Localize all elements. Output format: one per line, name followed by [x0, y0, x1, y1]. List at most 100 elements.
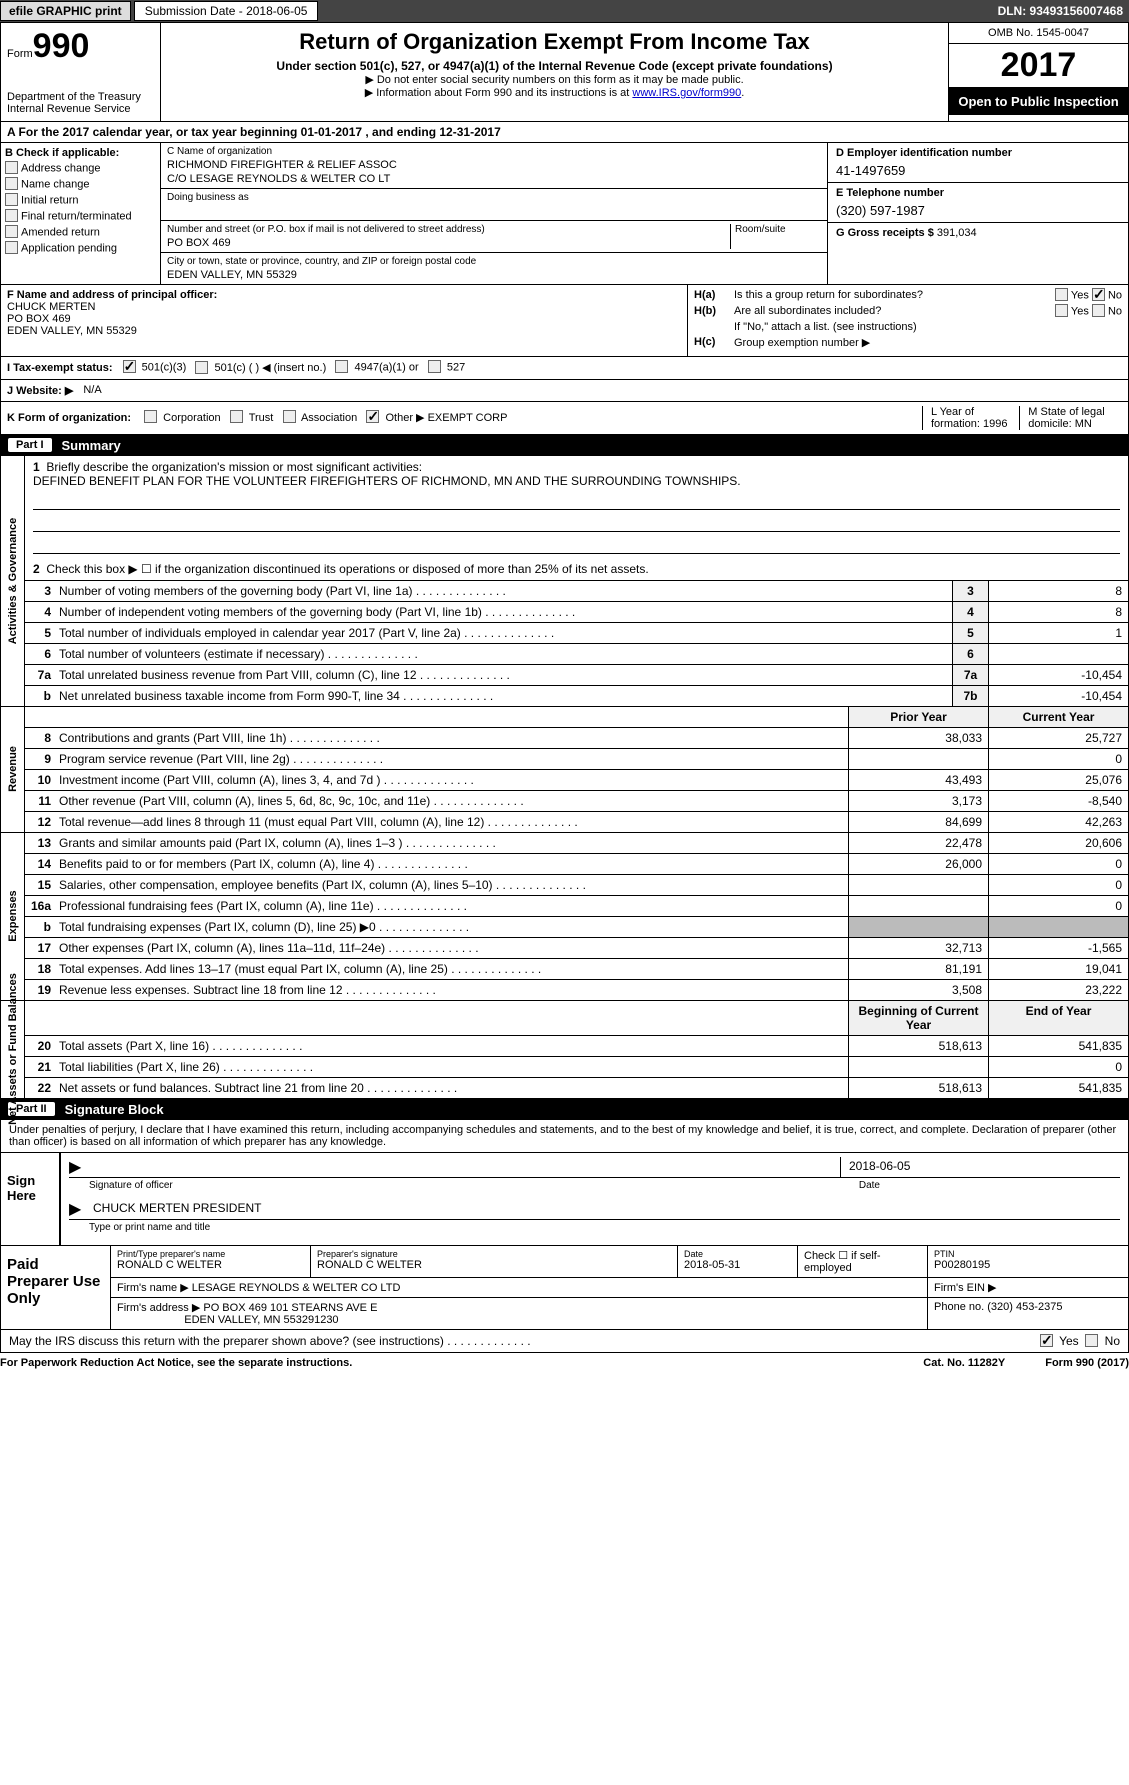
form-number: 990 [33, 27, 90, 65]
firm-ein-label: Firm's EIN ▶ [928, 1278, 1128, 1297]
col-prior-year: Prior Year [848, 707, 988, 727]
q1-label: Briefly describe the organization's miss… [46, 460, 422, 474]
website: N/A [83, 384, 101, 396]
tab-ag: Activities & Governance [7, 517, 19, 644]
col-current-year: Current Year [988, 707, 1128, 727]
tab-exp: Expenses [7, 890, 19, 941]
irs-discuss-text: May the IRS discuss this return with the… [9, 1334, 444, 1348]
type-name-label: Type or print name and title [89, 1222, 1120, 1233]
ssn-note: ▶ Do not enter social security numbers o… [167, 73, 942, 86]
col-c-org: C Name of organization RICHMOND FIREFIGH… [161, 143, 828, 284]
info-link-line: ▶ Information about Form 990 and its ins… [167, 86, 942, 99]
chk-address[interactable]: Address change [5, 162, 156, 175]
chk-501c3[interactable]: 501(c)(3) [123, 361, 187, 374]
table-row: 9Program service revenue (Part VIII, lin… [25, 749, 1128, 770]
city-label: City or town, state or province, country… [167, 256, 821, 267]
org-name-label: C Name of organization [167, 146, 821, 157]
table-row: 3Number of voting members of the governi… [25, 581, 1128, 602]
row-i-tax-status: I Tax-exempt status: 501(c)(3) 501(c) ( … [0, 357, 1129, 380]
officer-city: EDEN VALLEY, MN 55329 [7, 325, 681, 337]
row-a-tax-year: A For the 2017 calendar year, or tax yea… [0, 122, 1129, 143]
chk-name[interactable]: Name change [5, 178, 156, 191]
date-label: Date [859, 1180, 880, 1191]
ein: 41-1497659 [836, 163, 1120, 178]
table-row: 16aProfessional fundraising fees (Part I… [25, 896, 1128, 917]
officer-name: CHUCK MERTEN [7, 301, 681, 313]
officer-sig-name: CHUCK MERTEN PRESIDENT [89, 1199, 1120, 1219]
table-row: 11Other revenue (Part VIII, column (A), … [25, 791, 1128, 812]
chk-final[interactable]: Final return/terminated [5, 210, 156, 223]
chk-527[interactable]: 527 [428, 361, 465, 374]
part1-header: Part ISummary [0, 435, 1129, 456]
table-row: 19Revenue less expenses. Subtract line 1… [25, 980, 1128, 1000]
table-row: 6Total number of volunteers (estimate if… [25, 644, 1128, 665]
row-k-org-form: K Form of organization: Corporation Trus… [0, 402, 1129, 435]
irs-discuss-row: May the IRS discuss this return with the… [0, 1330, 1129, 1353]
chk-assoc[interactable]: Association [283, 412, 358, 424]
preparer-name: RONALD C WELTER [117, 1259, 222, 1271]
form-title: Return of Organization Exempt From Incom… [167, 29, 942, 55]
ha-yesno[interactable]: Yes No [1055, 289, 1122, 302]
table-row: 4Number of independent voting members of… [25, 602, 1128, 623]
omb-number: OMB No. 1545-0047 [949, 23, 1128, 44]
chk-initial[interactable]: Initial return [5, 194, 156, 207]
hb-note: If "No," attach a list. (see instruction… [734, 321, 1122, 333]
sig-label: Signature of officer [89, 1180, 173, 1191]
table-row: 18Total expenses. Add lines 13–17 (must … [25, 959, 1128, 980]
ptin: P00280195 [934, 1259, 990, 1271]
q2-text: Check this box ▶ ☐ if the organization d… [46, 562, 648, 576]
irs-yesno[interactable]: Yes No [1040, 1334, 1120, 1348]
officer-addr: PO BOX 469 [7, 313, 681, 325]
f-label: F Name and address of principal officer: [7, 289, 681, 301]
sign-block: Sign Here ▶2018-06-05 Signature of offic… [0, 1153, 1129, 1246]
chk-pending[interactable]: Application pending [5, 242, 156, 255]
firm-addr2: EDEN VALLEY, MN 553291230 [184, 1314, 338, 1326]
chk-4947[interactable]: 4947(a)(1) or [335, 361, 418, 374]
col-de: D Employer identification number 41-1497… [828, 143, 1128, 284]
tax-year: 2017 [949, 44, 1128, 88]
sign-here-label: Sign Here [1, 1153, 61, 1245]
part1-ag: Activities & Governance 1 Briefly descri… [0, 456, 1129, 707]
form-header: Form990 Department of the Treasury Inter… [0, 22, 1129, 122]
dba-label: Doing business as [167, 192, 821, 203]
table-row: 15Salaries, other compensation, employee… [25, 875, 1128, 896]
chk-corp[interactable]: Corporation [144, 412, 221, 424]
col-boy: Beginning of Current Year [848, 1001, 988, 1035]
org-name-2: C/O LESAGE REYNOLDS & WELTER CO LT [167, 173, 821, 185]
col-eoy: End of Year [988, 1001, 1128, 1035]
gross-receipts: 391,034 [937, 227, 977, 239]
hb-text: Are all subordinates included? [734, 305, 1055, 318]
cat-no: Cat. No. 11282Y [923, 1357, 1005, 1369]
efile-btn[interactable]: efile GRAPHIC print [0, 1, 131, 21]
table-row: 21Total liabilities (Part X, line 26)0 [25, 1057, 1128, 1078]
hb-yesno[interactable]: Yes No [1055, 305, 1122, 318]
hc-label: H(c) [694, 336, 734, 349]
topbar: efile GRAPHIC print Submission Date - 20… [0, 0, 1129, 22]
paid-preparer: Paid Preparer Use Only Print/Type prepar… [0, 1246, 1129, 1330]
firm-addr1: PO BOX 469 101 STEARNS AVE E [203, 1302, 377, 1314]
irs-link[interactable]: www.IRS.gov/form990 [632, 87, 741, 99]
table-row: 14Benefits paid to or for members (Part … [25, 854, 1128, 875]
tab-rev: Revenue [7, 746, 19, 792]
chk-amended[interactable]: Amended return [5, 226, 156, 239]
gross-label: G Gross receipts $ [836, 227, 937, 239]
year-formation: L Year of formation: 1996 [931, 406, 1020, 430]
table-row: 12Total revenue—add lines 8 through 11 (… [25, 812, 1128, 832]
open-inspection: Open to Public Inspection [949, 88, 1128, 115]
ha-text: Is this a group return for subordinates? [734, 289, 1055, 302]
hb-label: H(b) [694, 305, 734, 318]
phone-label: E Telephone number [836, 187, 1120, 199]
col-b-checkboxes: B Check if applicable: Address change Na… [1, 143, 161, 284]
chk-trust[interactable]: Trust [230, 412, 274, 424]
table-row: 10Investment income (Part VIII, column (… [25, 770, 1128, 791]
self-employed-chk[interactable]: Check ☐ if self-employed [798, 1246, 928, 1277]
addr-label: Number and street (or P.O. box if mail i… [167, 224, 726, 235]
footer: For Paperwork Reduction Act Notice, see … [0, 1353, 1129, 1373]
chk-501c[interactable]: 501(c) ( ) ◀ (insert no.) [195, 361, 326, 375]
table-row: 5Total number of individuals employed in… [25, 623, 1128, 644]
chk-other[interactable]: Other ▶ EXEMPT CORP [366, 412, 507, 424]
table-row: 22Net assets or fund balances. Subtract … [25, 1078, 1128, 1098]
form-foot: Form 990 (2017) [1045, 1357, 1129, 1369]
firm-phone: (320) 453-2375 [987, 1301, 1062, 1313]
ha-label: H(a) [694, 289, 734, 302]
